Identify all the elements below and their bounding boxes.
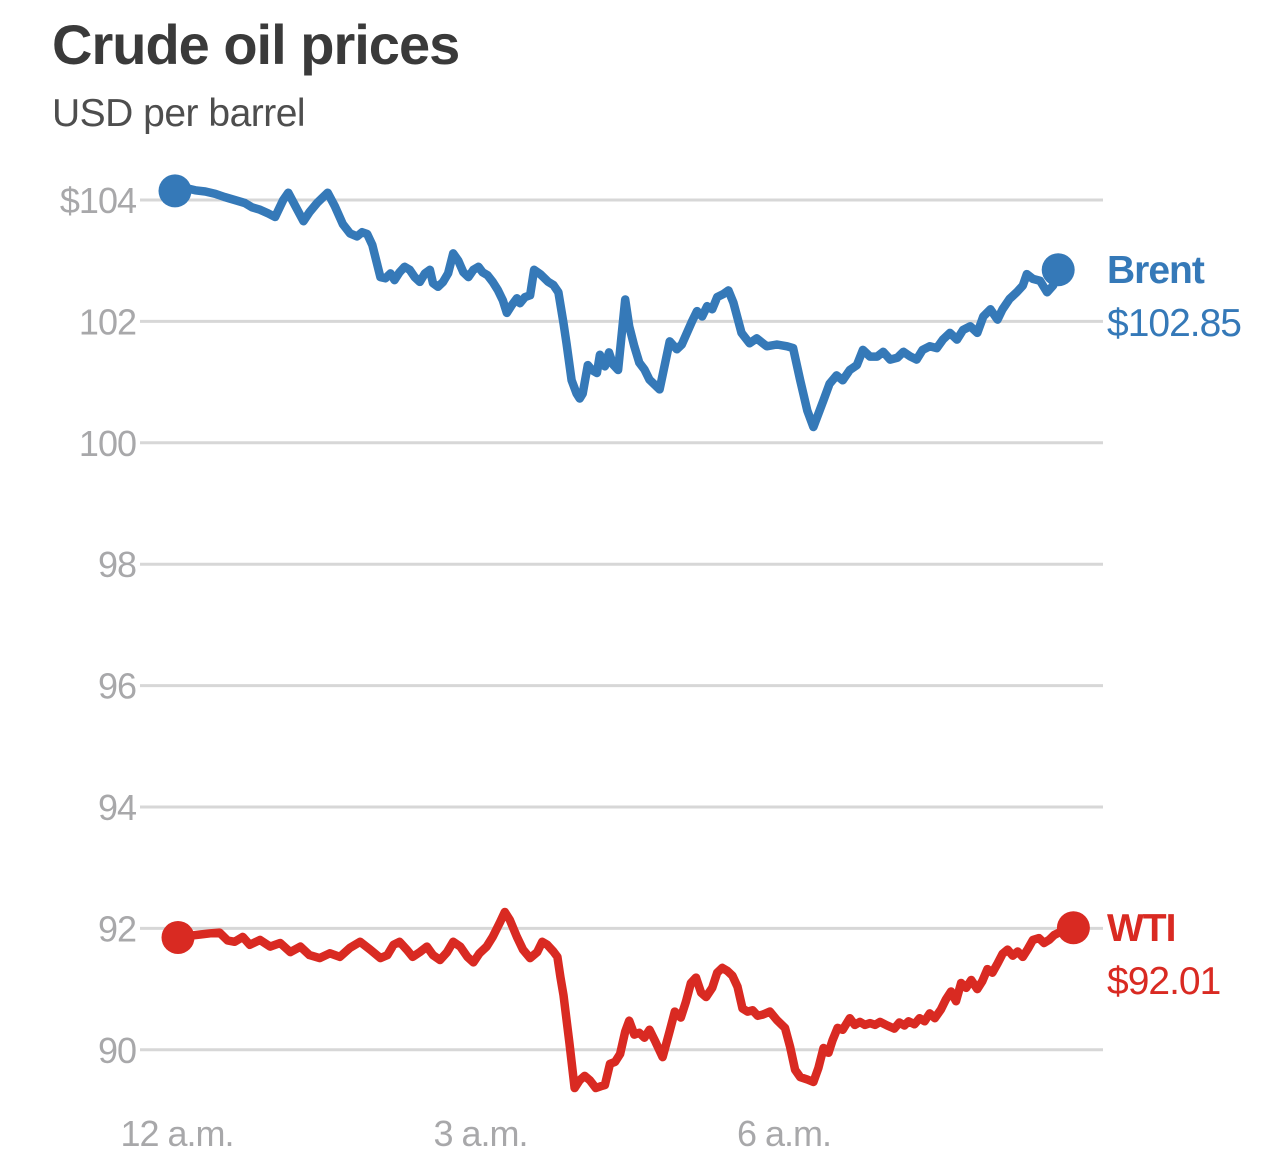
brent-line (170, 183, 1063, 432)
y-tick-label-94: 94 (98, 787, 136, 828)
y-tick-label-104: $104 (60, 180, 136, 221)
brent-series-label: Brent (1107, 249, 1205, 292)
brent-price-label: $102.85 (1107, 302, 1241, 345)
wti-end-dot (1056, 911, 1090, 945)
y-tick-label-102: 102 (79, 301, 136, 342)
wti-price-label: $92.01 (1107, 960, 1220, 1003)
chart-title: Crude oil prices (52, 13, 460, 76)
wti-start-dot (161, 921, 195, 954)
y-tick-label-98: 98 (98, 544, 136, 585)
y-tick-label-92: 92 (98, 908, 136, 949)
y-tick-label-96: 96 (98, 666, 136, 707)
brent-start-dot (158, 174, 192, 208)
x-tick-label-6-a-m-: 6 a.m. (737, 1113, 831, 1154)
brent-end-dot (1041, 253, 1075, 287)
wti-line (173, 907, 1078, 1093)
y-tick-label-90: 90 (98, 1030, 136, 1071)
chart-subtitle: USD per barrel (52, 91, 306, 135)
wti-series-label: WTI (1107, 907, 1175, 950)
chart-header: Crude oil prices USD per barrel (52, 13, 460, 136)
x-tick-label-3-a-m-: 3 a.m. (433, 1113, 527, 1154)
y-tick-label-100: 100 (79, 423, 136, 464)
x-tick-label-12-a-m-: 12 a.m. (120, 1113, 233, 1154)
